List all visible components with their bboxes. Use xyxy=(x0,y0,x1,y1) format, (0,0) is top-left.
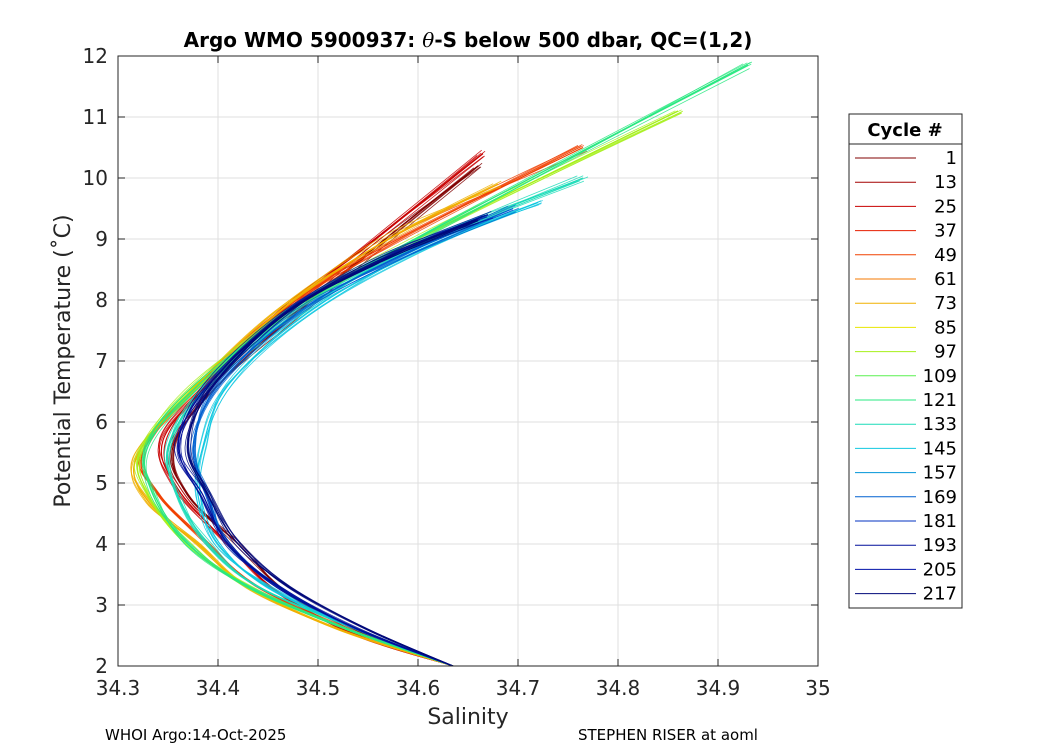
chart-title: Argo WMO 5900937: θ-S below 500 dbar, QC… xyxy=(184,28,753,52)
series-line xyxy=(133,183,499,666)
legend-label: 121 xyxy=(923,390,957,411)
chart-title-prefix: Argo WMO 5900937: xyxy=(184,28,423,52)
legend: Cycle # 1 13 25 37 49 61 73 85 97 109 121 133 145 157… xyxy=(848,113,963,609)
legend-label: 109 xyxy=(923,366,957,387)
legend-label: 73 xyxy=(934,293,957,314)
legend-label: 25 xyxy=(934,196,957,217)
legend-label: 85 xyxy=(934,317,957,338)
y-tick-label: 12 xyxy=(83,44,108,68)
y-tick-label: 5 xyxy=(95,471,108,495)
y-tick-label: 10 xyxy=(83,166,108,190)
legend-label: 193 xyxy=(923,535,957,556)
footer-left: WHOI Argo:14-Oct-2025 xyxy=(105,726,286,744)
y-tick-label: 6 xyxy=(95,410,108,434)
y-tick-label: 2 xyxy=(95,654,108,678)
legend-label: 1 xyxy=(946,148,957,169)
legend-entries: 1 13 25 37 49 61 73 85 97 109 121 133 145 157 169 181 19… xyxy=(855,148,957,605)
legend-label: 181 xyxy=(923,511,957,532)
legend-label: 133 xyxy=(923,414,957,435)
axis-ticks: 34.3 34.4 34.5 34.6 34.7 34.8 34.9 35 2 3 4 5 6 7 8 9 10… xyxy=(83,44,831,700)
legend-label: 13 xyxy=(934,172,957,193)
series-line xyxy=(196,201,539,666)
legend-label: 145 xyxy=(923,438,957,459)
legend-label: 61 xyxy=(934,269,957,290)
y-tick-label: 11 xyxy=(83,105,108,129)
y-tick-label: 8 xyxy=(95,288,108,312)
legend-label: 169 xyxy=(923,487,957,508)
x-tick-label: 34.9 xyxy=(696,676,741,700)
x-tick-label: 34.6 xyxy=(396,676,441,700)
series-line-variant xyxy=(142,63,744,666)
legend-label: 37 xyxy=(934,221,957,242)
series-line xyxy=(187,220,479,666)
chart-title-theta: θ xyxy=(422,28,434,52)
series-line xyxy=(143,64,749,666)
x-tick-label: 34.5 xyxy=(296,676,341,700)
x-tick-label: 35 xyxy=(805,676,830,700)
y-tick-label: 9 xyxy=(95,227,108,251)
chart-title-suffix: -S below 500 dbar, QC=(1,2) xyxy=(434,28,752,52)
legend-label: 205 xyxy=(923,559,957,580)
y-tick-label: 7 xyxy=(95,349,108,373)
legend-label: 217 xyxy=(923,584,957,605)
legend-label: 49 xyxy=(934,245,957,266)
series-layer xyxy=(130,61,753,666)
y-axis-label: Potential Temperature (˚C) xyxy=(51,214,76,507)
legend-label: 157 xyxy=(923,463,957,484)
x-tick-label: 34.4 xyxy=(196,676,241,700)
legend-title: Cycle # xyxy=(867,120,942,141)
footer-right: STEPHEN RISER at aoml xyxy=(578,726,758,744)
x-tick-label: 34.8 xyxy=(596,676,641,700)
y-tick-label: 3 xyxy=(95,593,108,617)
legend-box xyxy=(848,113,963,609)
x-tick-label: 34.3 xyxy=(96,676,141,700)
x-tick-label: 34.7 xyxy=(496,676,541,700)
legend-label: 97 xyxy=(934,342,957,363)
y-tick-label: 4 xyxy=(95,532,108,556)
x-axis-label: Salinity xyxy=(427,705,508,730)
